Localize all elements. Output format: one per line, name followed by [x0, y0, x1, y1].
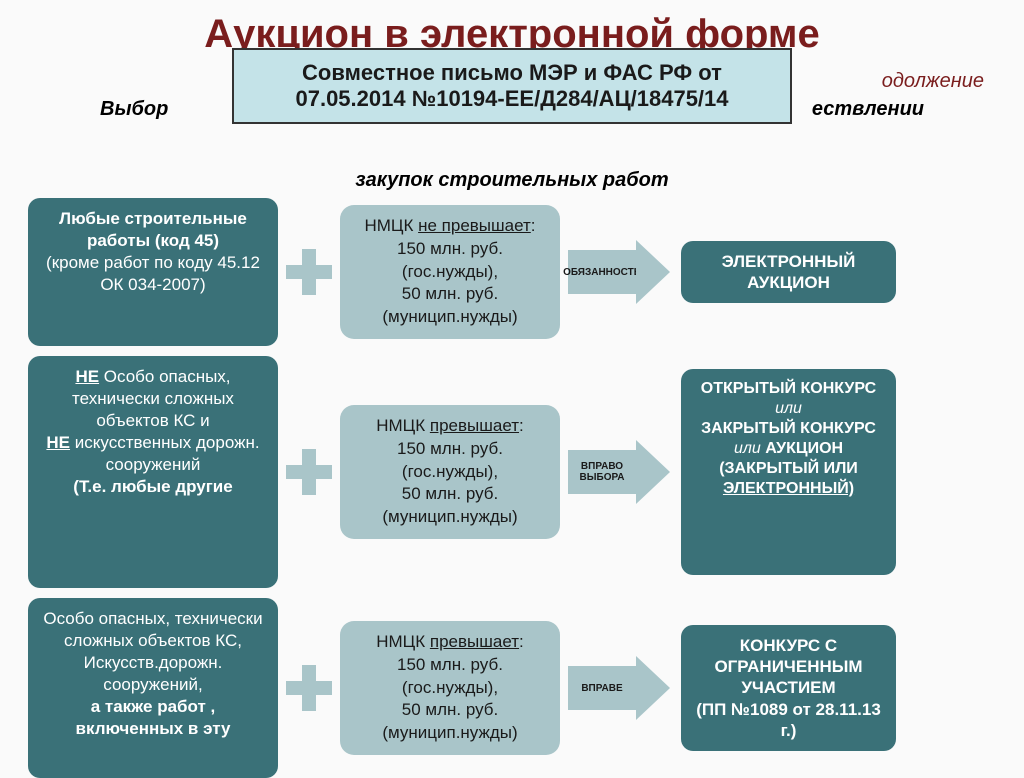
plus-icon — [286, 449, 332, 495]
plus-icon — [286, 249, 332, 295]
continuation-label: одолжение — [882, 70, 984, 93]
condition-box-middle: НМЦК превышает:150 млн. руб. (гос.нужды)… — [340, 405, 560, 540]
notice-box: Совместное письмо МЭР и ФАС РФ от 07.05.… — [232, 48, 792, 124]
flow-row: Любые строительные работы (код 45)(кроме… — [28, 198, 996, 346]
condition-box-middle: НМЦК превышает:150 млн. руб. (гос.нужды)… — [340, 621, 560, 756]
result-box: КОНКУРС С ОГРАНИЧЕННЫМ УЧАСТИЕМ(ПП №1089… — [681, 625, 896, 751]
result-box: ЭЛЕКТРОННЫЙ АУКЦИОН — [681, 241, 896, 304]
subtitle-bottom: закупок строительных работ — [0, 169, 1024, 192]
plus-icon — [286, 665, 332, 711]
flow-row: НЕ Особо опасных, технически сложных объ… — [28, 356, 996, 588]
condition-box-left: Особо опасных, технически сложных объект… — [28, 598, 278, 778]
subtitle-right: ествлении — [812, 98, 924, 121]
arrow-label: ВПРАВЕ — [568, 666, 636, 710]
condition-box-left: Любые строительные работы (код 45)(кроме… — [28, 198, 278, 346]
arrow-icon: ВПРАВО ВЫБОРА — [568, 440, 673, 504]
condition-box-middle: НМЦК не превышает:150 млн. руб. (гос.нуж… — [340, 205, 560, 340]
subtitle-left: Выбор — [100, 98, 168, 121]
arrow-icon: ВПРАВЕ — [568, 656, 673, 720]
arrow-label: ОБЯЗАННОСТЬ — [568, 250, 636, 294]
condition-box-left: НЕ Особо опасных, технически сложных объ… — [28, 356, 278, 588]
flow-row: Особо опасных, технически сложных объект… — [28, 598, 996, 778]
arrow-label: ВПРАВО ВЫБОРА — [568, 450, 636, 494]
flowchart-rows: Любые строительные работы (код 45)(кроме… — [0, 192, 1024, 778]
result-box: ОТКРЫТЫЙ КОНКУРСилиЗАКРЫТЫЙ КОНКУРСили А… — [681, 369, 896, 575]
arrow-icon: ОБЯЗАННОСТЬ — [568, 240, 673, 304]
